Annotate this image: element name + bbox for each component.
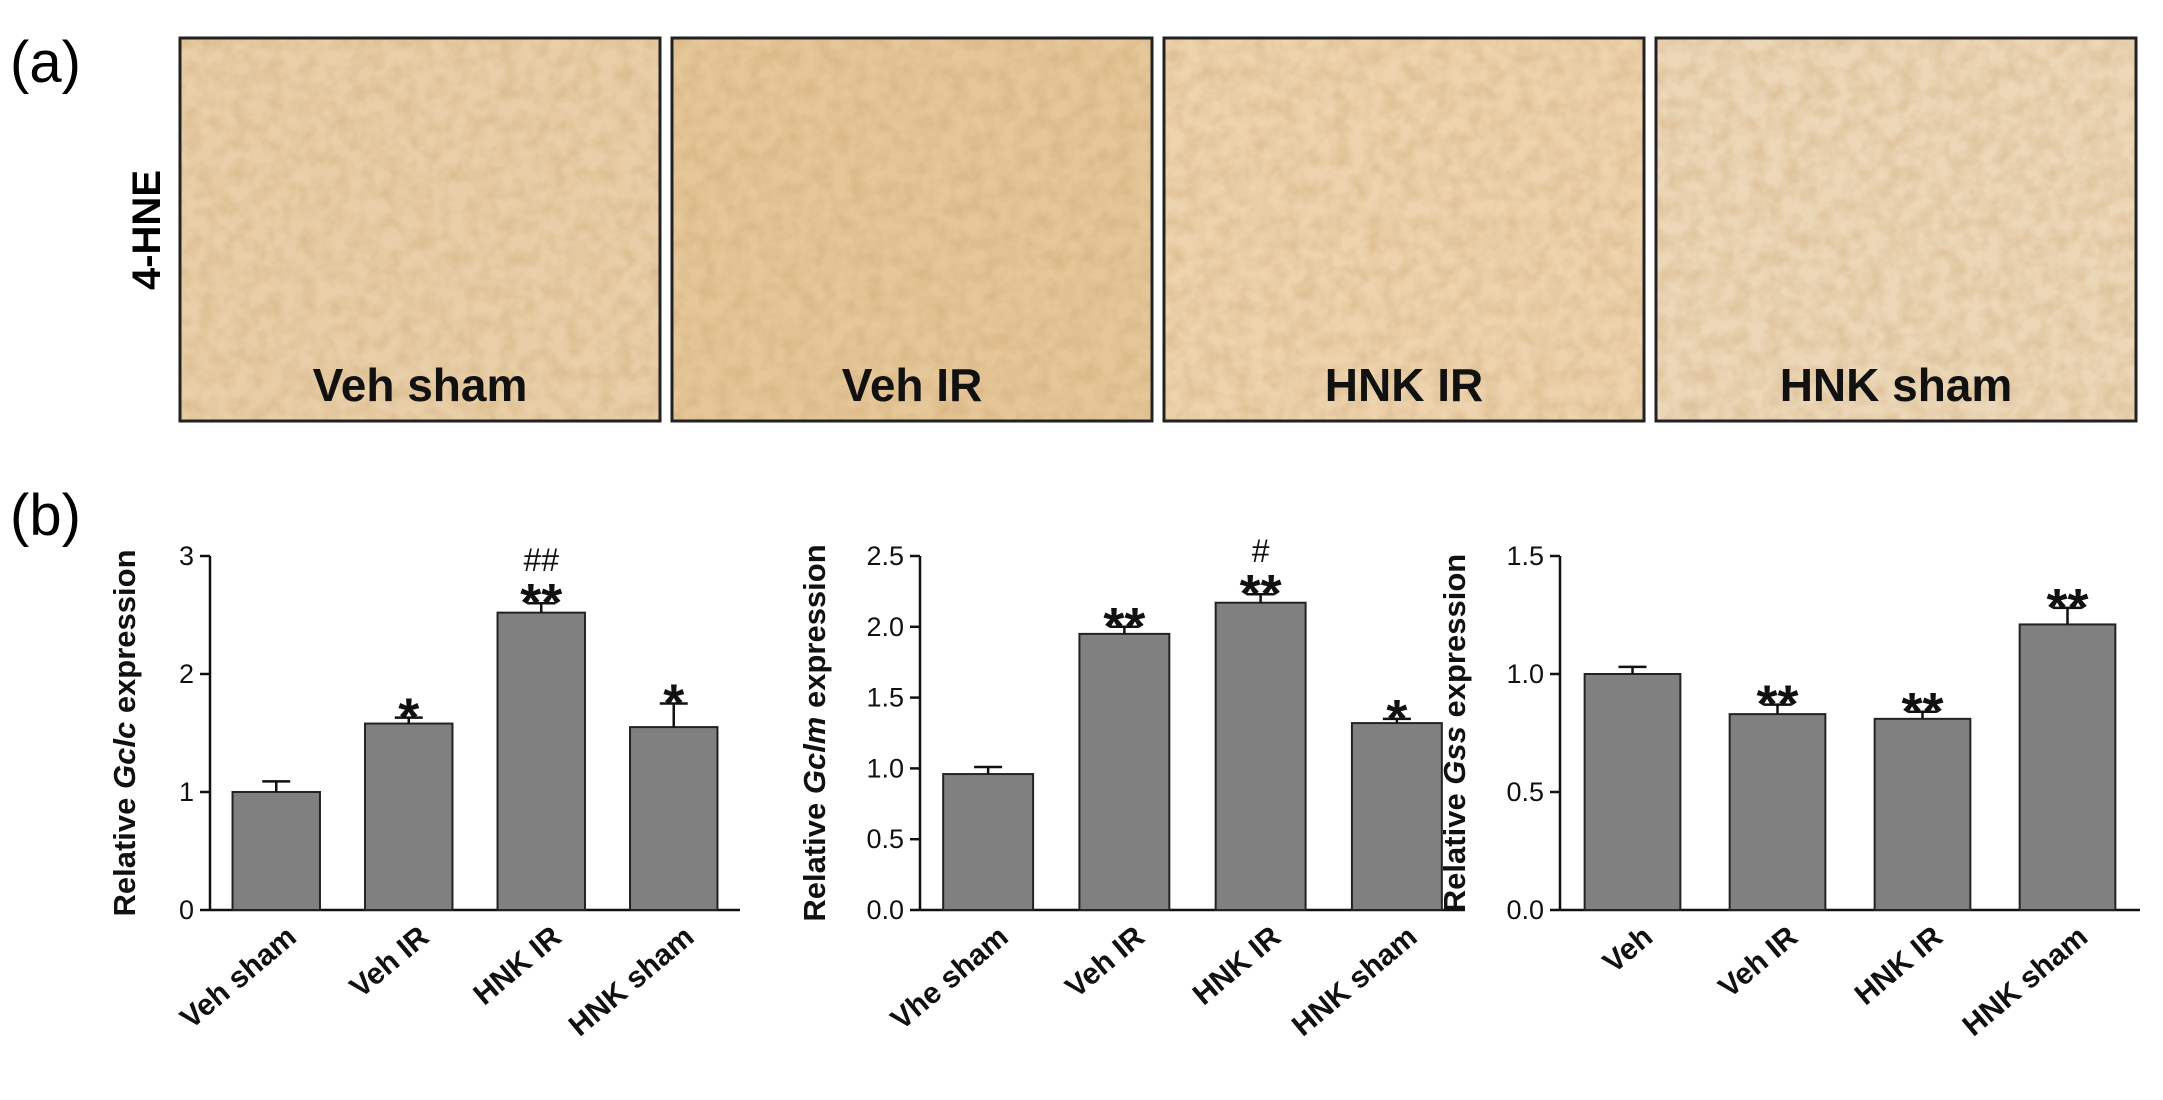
y-tick-label: 2.5 [866, 541, 904, 571]
micrograph-border [670, 36, 1154, 423]
y-axis-label-suffix: expression [1437, 554, 1472, 726]
x-tick-label: Veh IR [1713, 920, 1805, 1004]
bar [1873, 717, 1972, 912]
y-tick-label: 3 [179, 541, 194, 571]
y-axis-label: Relative Gss expression [1437, 554, 1472, 912]
significance-stars: ** [1103, 597, 1145, 657]
bar [1350, 722, 1443, 912]
panel-a-label: (a) [10, 30, 81, 95]
y-axis-label-gene: Gclc [107, 722, 142, 789]
y-axis-label-prefix: Relative [797, 794, 832, 922]
micrograph-border [1162, 36, 1646, 423]
micrograph-nuclei [180, 38, 660, 421]
y-tick-label: 2.0 [866, 612, 904, 642]
micrograph-row: Veh sham Veh IR HNK IR HNK sham [178, 36, 2138, 423]
y-tick-label: 1.0 [1506, 659, 1544, 689]
x-tick-label: HNK IR [1849, 920, 1950, 1012]
stain-label: 4-HNE [125, 170, 169, 290]
y-axis-label-gene: Gss [1437, 726, 1472, 785]
bar [496, 611, 586, 911]
y-tick-label: 0.5 [866, 824, 904, 854]
micrograph-label: Veh IR [842, 359, 983, 411]
micrograph-panel: HNK IR [1162, 36, 1646, 423]
x-tick-label: HNK IR [1187, 920, 1288, 1012]
micrograph-label: HNK sham [1780, 359, 2013, 411]
y-axis-label: Relative Gclc expression [107, 549, 142, 916]
y-tick-label: 1.5 [866, 683, 904, 713]
bar [1078, 632, 1171, 911]
micrograph-panel: Veh sham [178, 36, 662, 423]
y-axis-label-suffix: expression [797, 544, 832, 716]
y-axis-label-gene: Gclm [797, 717, 832, 795]
x-tick-label: HNK IR [467, 920, 568, 1012]
significance-stars: ** [1901, 682, 1943, 742]
bar [2018, 623, 2117, 911]
y-axis-label-prefix: Relative [107, 789, 142, 917]
bar [1728, 713, 1827, 911]
significance-stars: ** [1240, 564, 1282, 624]
bar-chart: 0 1 2 3 Relative Gclc expression Veh sham * Veh… [107, 541, 740, 1043]
significance-stars: ** [1756, 675, 1798, 735]
micrograph-label: HNK IR [1325, 359, 1483, 411]
micrograph-label: Veh sham [313, 359, 528, 411]
bar-charts: 0 1 2 3 Relative Gclc expression Veh sham * Veh… [107, 533, 2140, 1043]
y-tick-label: 1.5 [1506, 541, 1544, 571]
significance-hashes: # [1252, 533, 1270, 569]
micrograph-border [178, 36, 662, 423]
bar [1583, 673, 1682, 911]
panel-b-label: (b) [10, 483, 81, 548]
significance-stars: * [1386, 689, 1407, 749]
y-axis-label-prefix: Relative [1437, 785, 1472, 913]
y-axis-label-suffix: expression [107, 549, 142, 721]
x-tick-label: HNK sham [1286, 920, 1423, 1043]
bar [629, 726, 719, 911]
micrograph-panel: Veh IR [670, 36, 1154, 423]
y-tick-label: 2 [179, 659, 194, 689]
x-tick-label: Veh sham [174, 920, 303, 1035]
x-tick-label: Veh [1597, 920, 1659, 980]
y-tick-label: 1 [179, 777, 194, 807]
micrograph-panel: HNK sham [1654, 36, 2138, 423]
y-tick-label: 0.0 [1506, 895, 1544, 925]
bar-chart: 0.0 0.5 1.0 1.5 Relative Gss expression Veh **… [1437, 541, 2140, 1043]
bar [942, 773, 1035, 912]
x-tick-label: HNK sham [563, 920, 700, 1043]
bar [364, 722, 454, 911]
bar [231, 791, 321, 911]
significance-stars: * [398, 688, 419, 748]
significance-stars: ** [2046, 578, 2088, 638]
micrograph-nuclei [1656, 38, 2136, 421]
y-tick-label: 0 [179, 895, 194, 925]
x-tick-label: Vhe sham [885, 920, 1015, 1036]
significance-stars: * [663, 674, 684, 734]
y-axis-label: Relative Gclm expression [797, 544, 832, 921]
micrograph-nuclei [1164, 38, 1644, 421]
x-tick-label: Veh IR [1059, 920, 1151, 1004]
significance-hashes: ## [523, 542, 559, 578]
micrograph-nuclei [672, 38, 1152, 421]
micrograph-border [1654, 36, 2138, 423]
x-tick-label: Veh IR [344, 920, 436, 1004]
x-tick-label: HNK sham [1957, 920, 2094, 1043]
significance-stars: ** [520, 573, 562, 633]
y-tick-label: 0.0 [866, 895, 904, 925]
bar-chart: 0.0 0.5 1.0 1.5 2.0 2.5 Relative Gclm expressi… [797, 533, 1465, 1043]
y-tick-label: 1.0 [866, 753, 904, 783]
bar [1214, 601, 1307, 912]
y-tick-label: 0.5 [1506, 777, 1544, 807]
